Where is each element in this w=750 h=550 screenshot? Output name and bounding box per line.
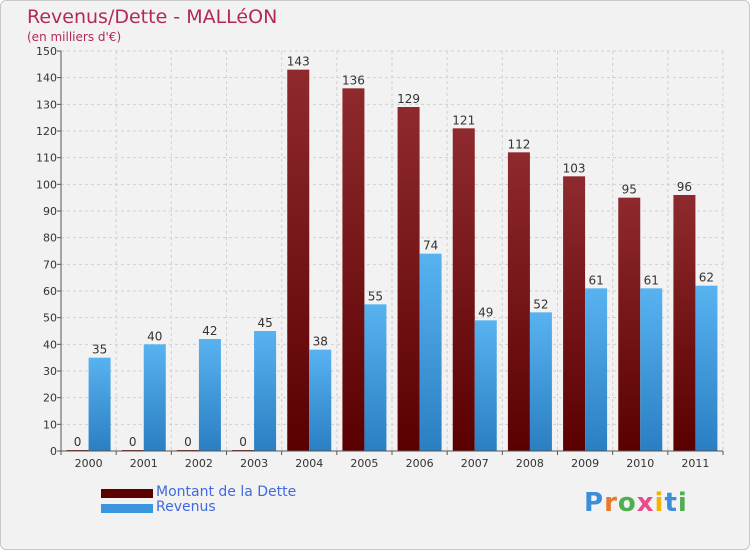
chart-subtitle: (en milliers d'€) bbox=[27, 30, 122, 44]
y-tick-label: 0 bbox=[50, 445, 57, 458]
logo-letter: x bbox=[636, 488, 655, 518]
bar-revenus-2003 bbox=[254, 331, 277, 451]
bar-revenus-2010 bbox=[640, 288, 663, 451]
bar-debt-2009 bbox=[563, 176, 586, 452]
data-label-debt-2001: 0 bbox=[129, 435, 137, 449]
x-tick-label: 2002 bbox=[185, 457, 213, 470]
bar-debt-2007 bbox=[452, 128, 475, 451]
data-label-debt-2007: 121 bbox=[452, 113, 475, 127]
data-label-debt-2006: 129 bbox=[397, 92, 420, 106]
bar-debt-2005 bbox=[342, 88, 365, 451]
x-tick-label: 2011 bbox=[681, 457, 709, 470]
data-label-debt-2011: 96 bbox=[677, 180, 692, 194]
y-tick-label: 120 bbox=[36, 125, 57, 138]
bar-debt-2006 bbox=[397, 107, 420, 451]
y-tick-label: 20 bbox=[43, 392, 57, 405]
chart-title: Revenus/Dette - MALLéON bbox=[27, 6, 278, 28]
bar-debt-2011 bbox=[673, 195, 696, 451]
data-label-revenus-2008: 52 bbox=[533, 297, 548, 311]
y-tick-label: 130 bbox=[36, 98, 57, 111]
bar-debt-2004 bbox=[287, 69, 310, 452]
legend-label-revenus: Revenus bbox=[156, 499, 216, 515]
logo-letter: r bbox=[604, 488, 618, 518]
data-label-revenus-2009: 61 bbox=[588, 273, 603, 287]
bar-revenus-2008 bbox=[529, 312, 552, 451]
data-label-revenus-2001: 40 bbox=[147, 329, 162, 343]
y-tick-label: 40 bbox=[43, 338, 57, 351]
bar-revenus-2004 bbox=[309, 349, 332, 451]
proxiti-logo: Proxiti bbox=[584, 488, 688, 518]
bar-revenus-2005 bbox=[364, 304, 387, 451]
data-label-debt-2004: 143 bbox=[287, 55, 310, 69]
y-tick-label: 50 bbox=[43, 312, 57, 325]
data-label-debt-2008: 112 bbox=[507, 137, 530, 151]
logo-letter: P bbox=[584, 488, 605, 518]
x-tick-label: 2000 bbox=[75, 457, 103, 470]
data-label-revenus-2010: 61 bbox=[644, 273, 659, 287]
x-tick-label: 2007 bbox=[461, 457, 489, 470]
y-tick-label: 60 bbox=[43, 285, 57, 298]
logo-letter: i bbox=[654, 488, 665, 518]
bar-revenus-2006 bbox=[419, 253, 442, 451]
data-label-debt-2009: 103 bbox=[563, 161, 586, 175]
logo-letter: i bbox=[677, 488, 688, 518]
data-label-debt-2000: 0 bbox=[74, 435, 82, 449]
data-label-revenus-2006: 74 bbox=[423, 239, 438, 253]
data-label-debt-2010: 95 bbox=[622, 183, 637, 197]
data-label-revenus-2011: 62 bbox=[699, 271, 714, 285]
y-tick-label: 30 bbox=[43, 365, 57, 378]
legend-swatch-debt bbox=[101, 489, 153, 498]
bar-revenus-2002 bbox=[198, 339, 221, 451]
bar-revenus-2007 bbox=[474, 320, 497, 451]
y-tick-label: 90 bbox=[43, 205, 57, 218]
y-tick-label: 10 bbox=[43, 418, 57, 431]
bar-debt-2010 bbox=[618, 197, 641, 451]
x-tick-label: 2009 bbox=[571, 457, 599, 470]
bar-revenus-2000 bbox=[88, 357, 111, 451]
y-tick-label: 80 bbox=[43, 232, 57, 245]
y-tick-label: 70 bbox=[43, 258, 57, 271]
data-label-revenus-2007: 49 bbox=[478, 305, 493, 319]
data-label-revenus-2002: 42 bbox=[202, 324, 217, 338]
data-label-debt-2002: 0 bbox=[184, 435, 192, 449]
bar-revenus-2009 bbox=[585, 288, 608, 451]
bar-revenus-2001 bbox=[143, 344, 166, 451]
bar-debt-2008 bbox=[507, 152, 530, 452]
x-tick-label: 2001 bbox=[130, 457, 158, 470]
logo-letter: o bbox=[617, 488, 637, 518]
logo-letter: t bbox=[664, 488, 678, 518]
x-tick-label: 2006 bbox=[406, 457, 434, 470]
data-label-debt-2005: 136 bbox=[342, 73, 365, 87]
data-label-debt-2003: 0 bbox=[239, 435, 247, 449]
data-label-revenus-2005: 55 bbox=[368, 289, 383, 303]
y-tick-label: 150 bbox=[36, 45, 57, 58]
legend-label-debt: Montant de la Dette bbox=[156, 484, 297, 500]
bar-revenus-2011 bbox=[695, 285, 718, 451]
data-label-revenus-2004: 38 bbox=[313, 335, 328, 349]
x-tick-label: 2004 bbox=[295, 457, 323, 470]
x-tick-label: 2008 bbox=[516, 457, 544, 470]
y-tick-label: 140 bbox=[36, 72, 57, 85]
y-tick-label: 110 bbox=[36, 152, 57, 165]
x-tick-label: 2010 bbox=[626, 457, 654, 470]
data-label-revenus-2003: 45 bbox=[257, 316, 272, 330]
x-tick-label: 2003 bbox=[240, 457, 268, 470]
y-tick-label: 100 bbox=[36, 178, 57, 191]
x-tick-label: 2005 bbox=[350, 457, 378, 470]
data-label-revenus-2000: 35 bbox=[92, 343, 107, 357]
legend-swatch-revenus bbox=[101, 504, 153, 513]
